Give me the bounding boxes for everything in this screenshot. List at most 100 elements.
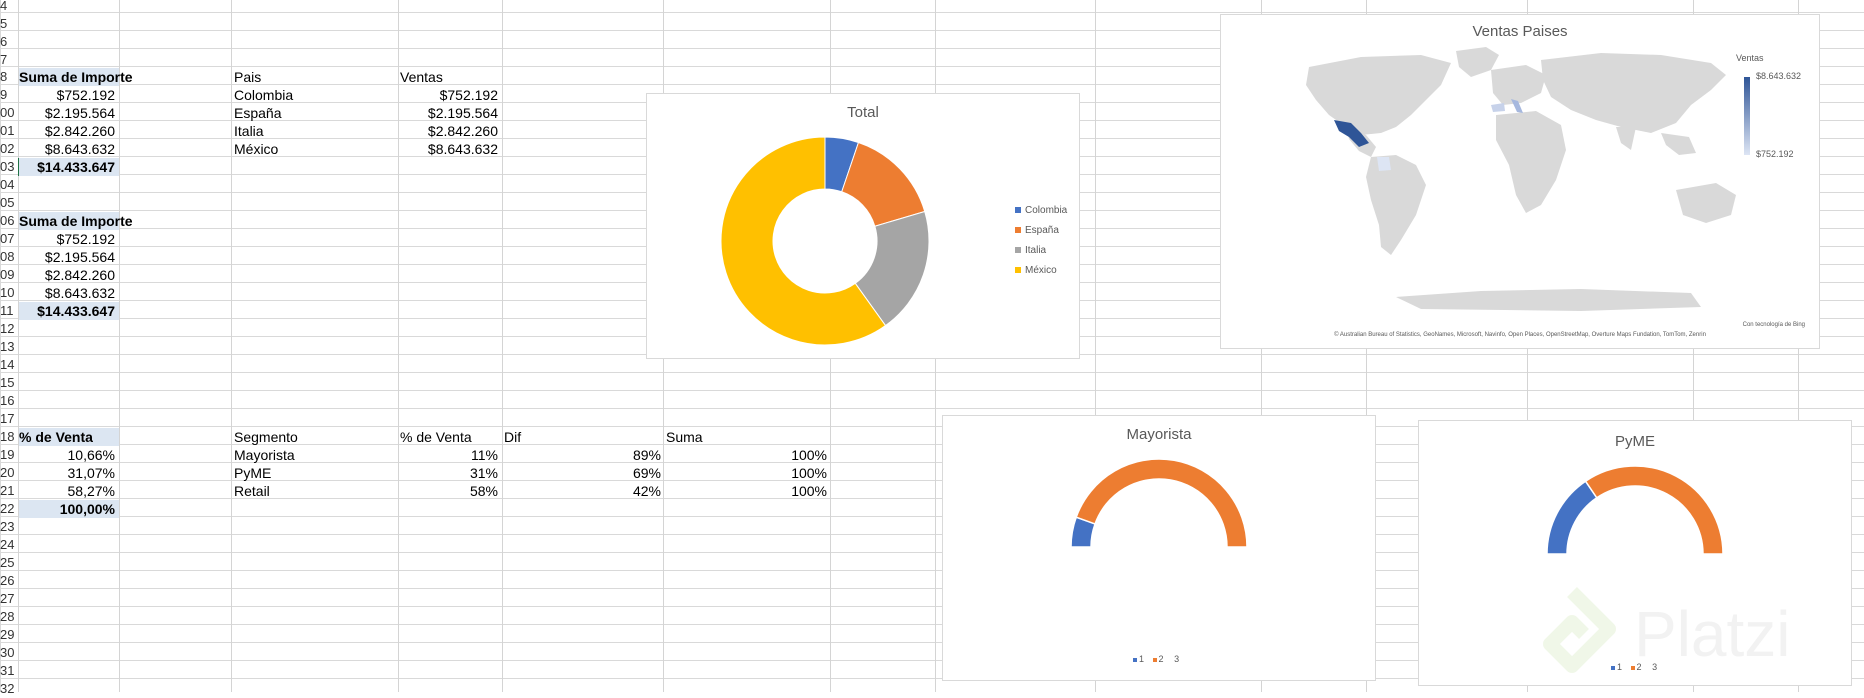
row-number[interactable]: 7 xyxy=(0,52,8,67)
segment-name[interactable]: PyME xyxy=(234,465,272,481)
row-number[interactable]: 01 xyxy=(0,123,15,138)
legend-label: 2 xyxy=(1158,654,1164,664)
row-number[interactable]: 12 xyxy=(0,321,15,336)
segment-dif[interactable]: 69% xyxy=(632,465,661,481)
row-number[interactable]: 16 xyxy=(0,393,15,408)
row-number[interactable]: 09 xyxy=(0,267,15,282)
pivot2-value[interactable]: $8.643.632 xyxy=(44,285,115,301)
row-number[interactable]: 8 xyxy=(0,69,8,84)
segment-dif[interactable]: 42% xyxy=(632,483,661,499)
row-number[interactable]: 4 xyxy=(0,0,8,13)
segment-pct[interactable]: 11% xyxy=(471,447,498,463)
country-name[interactable]: Colombia xyxy=(234,87,294,103)
row-number[interactable]: 9 xyxy=(0,87,8,102)
segment-pct[interactable]: 58% xyxy=(469,483,498,499)
row-number[interactable]: 17 xyxy=(0,411,15,426)
country-header-pais[interactable]: Pais xyxy=(234,69,262,85)
pivot1-header[interactable]: Suma de Importe xyxy=(19,68,133,86)
pivot2-value[interactable]: $2.842.260 xyxy=(44,267,115,283)
pivot2-total[interactable]: $14.433.647 xyxy=(19,302,119,320)
mayorista-chart[interactable]: Mayorista 1 2 3 xyxy=(942,415,1376,681)
row-number[interactable]: 04 xyxy=(0,177,15,192)
segment-sum[interactable]: 100% xyxy=(791,483,827,499)
pivot3-header[interactable]: % de Venta xyxy=(19,428,119,446)
row-number[interactable]: 31 xyxy=(0,663,15,678)
segment-header[interactable]: Dif xyxy=(504,429,522,445)
pivot1-value[interactable]: $8.643.632 xyxy=(44,141,115,157)
row-number[interactable]: 14 xyxy=(0,357,15,372)
row-number[interactable]: 06 xyxy=(0,213,15,228)
country-name[interactable]: Italia xyxy=(234,123,264,139)
spain-highlight xyxy=(1491,103,1505,112)
country-sales[interactable]: $2.195.564 xyxy=(427,105,498,121)
row-number[interactable]: 28 xyxy=(0,609,15,624)
row-number[interactable]: 02 xyxy=(0,141,15,156)
segment-name[interactable]: Retail xyxy=(234,483,270,499)
row-number[interactable]: 13 xyxy=(0,339,15,354)
country-name[interactable]: España xyxy=(234,105,282,121)
country-name[interactable]: México xyxy=(234,141,279,157)
row-number[interactable]: 24 xyxy=(0,537,15,552)
row-number[interactable]: 32 xyxy=(0,681,15,696)
total-donut-chart[interactable]: Total Colombia España Italia México xyxy=(646,93,1080,359)
segment-header[interactable]: Suma xyxy=(666,429,703,445)
row-number[interactable]: 26 xyxy=(0,573,15,588)
row-number[interactable]: 30 xyxy=(0,645,15,660)
row-number[interactable]: 20 xyxy=(0,465,15,480)
segment-name[interactable]: Mayorista xyxy=(234,447,295,463)
map-legend-min: $752.192 xyxy=(1756,149,1794,159)
donut-slice-italia[interactable] xyxy=(854,210,930,327)
row-number[interactable]: 19 xyxy=(0,447,15,462)
country-header-ventas[interactable]: Ventas xyxy=(400,69,443,85)
pivot1-value[interactable]: $752.192 xyxy=(56,87,115,103)
pivot2-value[interactable]: $2.195.564 xyxy=(44,249,115,265)
row-number[interactable]: 15 xyxy=(0,375,15,390)
pivot3-value[interactable]: 58,27% xyxy=(67,483,115,499)
row-number[interactable]: 07 xyxy=(0,231,15,246)
row-number[interactable]: 11 xyxy=(0,303,14,318)
map-legend-bar xyxy=(1744,77,1750,155)
world-map-svg xyxy=(1306,47,1750,311)
row-number[interactable]: 29 xyxy=(0,627,15,642)
segment-header[interactable]: Segmento xyxy=(234,429,298,445)
row-number[interactable]: 05 xyxy=(0,195,15,210)
pivot1-value[interactable]: $2.195.564 xyxy=(44,105,115,121)
half-donut-slice-3 xyxy=(1071,547,1247,635)
legend-item: Colombia xyxy=(1015,205,1067,216)
row-number[interactable]: 18 xyxy=(0,429,15,444)
pivot2-value[interactable]: $752.192 xyxy=(56,231,115,247)
row-number[interactable]: 6 xyxy=(0,34,8,49)
pivot1-value[interactable]: $2.842.260 xyxy=(44,123,115,139)
pivot1-total[interactable]: $14.433.647 xyxy=(19,158,119,176)
segment-pct[interactable]: 31% xyxy=(469,465,498,481)
row-number[interactable]: 22 xyxy=(0,501,15,516)
segment-dif[interactable]: 89% xyxy=(632,447,661,463)
row-number[interactable]: 00 xyxy=(0,105,15,120)
row-number[interactable]: 03 xyxy=(0,159,15,174)
pyme-chart[interactable]: PyME 1 2 3 xyxy=(1418,420,1852,686)
legend-swatch xyxy=(1015,267,1021,274)
row-number[interactable]: 10 xyxy=(0,285,15,300)
country-sales[interactable]: $8.643.632 xyxy=(427,141,498,157)
half-donut-slice-1[interactable] xyxy=(1546,480,1598,555)
half-donut-slice-2[interactable] xyxy=(1584,465,1724,555)
row-number[interactable]: 21 xyxy=(0,483,15,498)
map-chart[interactable]: Ventas Paises Ventas $8.643.632 $7 xyxy=(1220,14,1820,349)
pivot3-total[interactable]: 100,00% xyxy=(19,500,119,518)
donut-slice-españa[interactable] xyxy=(841,141,926,227)
pivot2-header[interactable]: Suma de Importe xyxy=(19,212,133,230)
segment-header[interactable]: % de Venta xyxy=(400,429,472,445)
row-number[interactable]: 08 xyxy=(0,249,15,264)
row-number[interactable]: 23 xyxy=(0,519,15,534)
row-number[interactable]: 25 xyxy=(0,555,15,570)
country-sales[interactable]: $752.192 xyxy=(439,87,498,103)
segment-sum[interactable]: 100% xyxy=(791,447,827,463)
row-number[interactable]: 27 xyxy=(0,591,15,606)
row-number[interactable]: 5 xyxy=(0,16,8,31)
pivot3-value[interactable]: 31,07% xyxy=(67,465,115,481)
segment-sum[interactable]: 100% xyxy=(791,465,827,481)
country-sales[interactable]: $2.842.260 xyxy=(427,123,498,139)
donut-slice-méxico[interactable] xyxy=(720,136,887,346)
half-donut-slice-2[interactable] xyxy=(1075,458,1248,548)
pivot3-value[interactable]: 10,66% xyxy=(67,447,115,463)
